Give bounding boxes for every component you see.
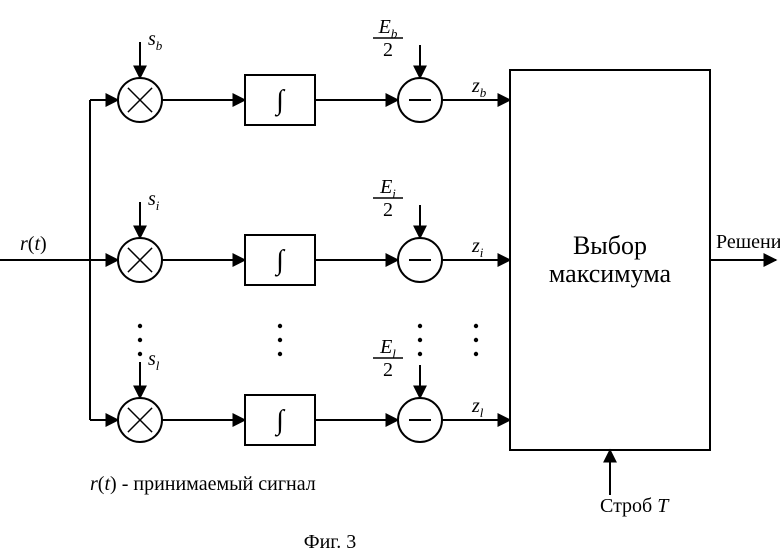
svg-text:r(t): r(t) (20, 233, 47, 255)
svg-text:максимума: максимума (549, 259, 672, 288)
ellipsis-dot (474, 352, 478, 356)
ellipsis-dot (418, 352, 422, 356)
ellipsis-dot (278, 324, 282, 328)
multiplier-1 (118, 238, 162, 282)
multiplier-0 (118, 78, 162, 122)
decision-label: Решение (716, 231, 780, 253)
branch-signal-label: si (148, 188, 160, 213)
branch-signal-label: sl (148, 348, 160, 373)
input-label: r(t) (20, 233, 47, 255)
ellipsis-dot (278, 352, 282, 356)
ellipsis-dot (418, 338, 422, 342)
figure-caption: Фиг. 3 (304, 531, 356, 553)
strobe-label: Строб T (600, 495, 670, 517)
branch-signal-label: sb (148, 28, 163, 53)
ellipsis-dot (138, 352, 142, 356)
subtractor-0 (398, 78, 442, 122)
svg-text:Выбор: Выбор (573, 231, 647, 260)
threshold-label-1: Ei2 (373, 176, 403, 221)
ellipsis-dot (138, 338, 142, 342)
threshold-label-2: El2 (373, 336, 403, 381)
branch-output-label: zb (471, 75, 487, 100)
footnote: r(t) - принимаемый сигнал (90, 473, 316, 495)
integrator-1: ∫ (245, 235, 315, 285)
branch-output-label: zi (471, 235, 484, 260)
ellipsis-dot (278, 338, 282, 342)
subtractor-1 (398, 238, 442, 282)
svg-text:2: 2 (383, 199, 393, 221)
subtractor-2 (398, 398, 442, 442)
integrator-2: ∫ (245, 395, 315, 445)
ellipsis-dot (474, 324, 478, 328)
ellipsis-dot (474, 338, 478, 342)
branch-output-label: zl (471, 395, 484, 420)
svg-text:2: 2 (383, 359, 393, 381)
svg-text:2: 2 (383, 39, 393, 61)
ellipsis-dot (418, 324, 422, 328)
multiplier-2 (118, 398, 162, 442)
selector-block: Выбормаксимума (510, 70, 710, 450)
threshold-label-0: Eb2 (373, 16, 403, 61)
ellipsis-dot (138, 324, 142, 328)
integrator-0: ∫ (245, 75, 315, 125)
